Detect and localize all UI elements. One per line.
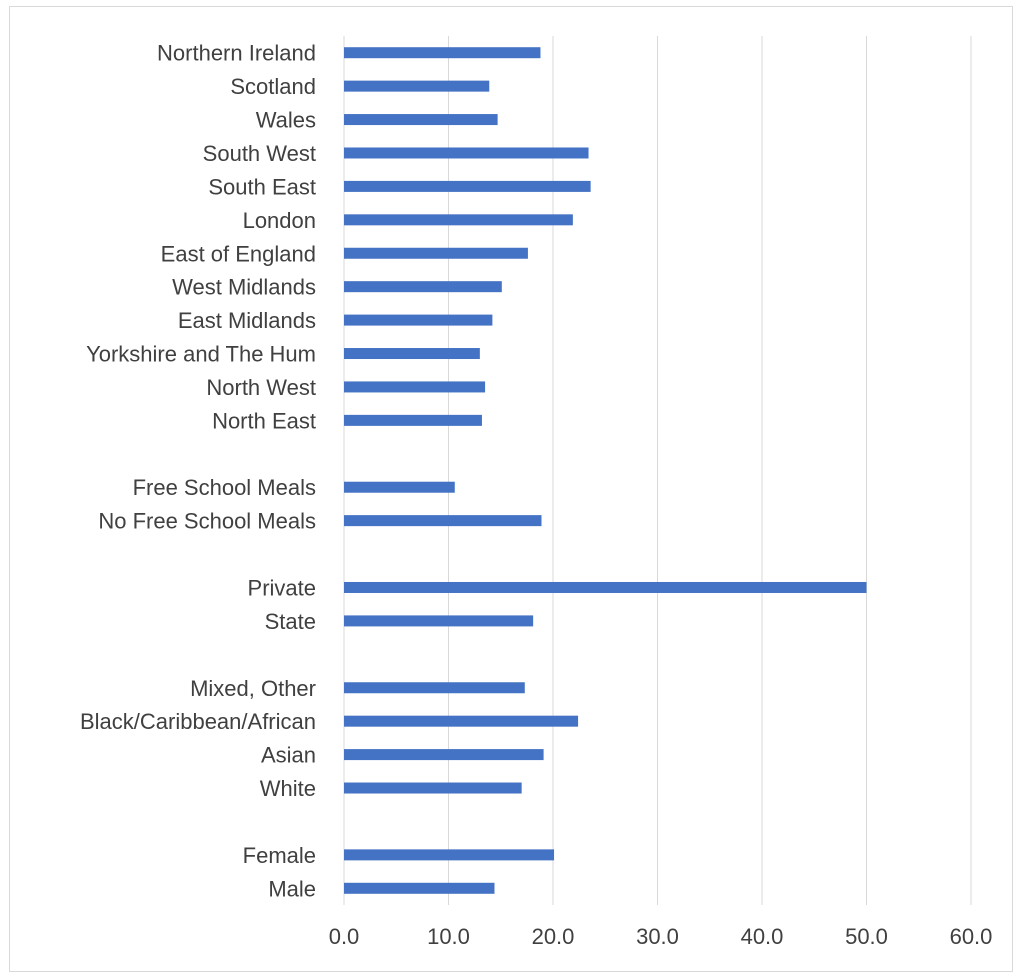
bar xyxy=(344,749,544,760)
category-label: Black/Caribbean/African xyxy=(80,709,316,734)
x-tick-label: 20.0 xyxy=(532,924,575,949)
category-label: Female xyxy=(243,843,316,868)
category-label: London xyxy=(243,208,316,233)
category-label: North East xyxy=(212,408,316,433)
bar xyxy=(344,348,480,359)
bar xyxy=(344,181,591,192)
category-label: Northern Ireland xyxy=(157,41,316,66)
category-label: North West xyxy=(206,375,316,400)
x-tick-label: 0.0 xyxy=(329,924,360,949)
category-label: Mixed, Other xyxy=(190,676,316,701)
category-label: Asian xyxy=(261,743,316,768)
x-tick-label: 10.0 xyxy=(427,924,470,949)
category-labels: Northern Ireland Scotland Wales South West S… xyxy=(80,41,316,902)
x-tick-label: 60.0 xyxy=(950,924,993,949)
category-label: Private xyxy=(248,575,316,600)
x-axis-tick-labels: 0.0 10.0 20.0 30.0 40.0 50.0 60.0 xyxy=(329,924,993,949)
bar xyxy=(344,515,542,526)
category-label: Yorkshire and The Hum xyxy=(86,342,316,367)
bar xyxy=(344,582,867,593)
category-label: Free School Meals xyxy=(133,475,316,500)
category-label: No Free School Meals xyxy=(98,509,316,534)
bar xyxy=(344,281,502,292)
bar xyxy=(344,716,578,727)
bar xyxy=(344,81,489,92)
bars xyxy=(344,47,867,894)
bar xyxy=(344,147,589,158)
x-tick-label: 50.0 xyxy=(845,924,888,949)
category-label: West Midlands xyxy=(172,275,316,300)
category-label: East Midlands xyxy=(178,308,316,333)
bar xyxy=(344,315,492,326)
category-label: Scotland xyxy=(230,74,316,99)
category-label: Wales xyxy=(256,108,316,133)
x-tick-label: 30.0 xyxy=(636,924,679,949)
category-label: Male xyxy=(268,876,316,901)
bar xyxy=(344,849,554,860)
category-label: East of England xyxy=(161,241,316,266)
gridlines xyxy=(344,36,971,905)
category-label: White xyxy=(260,776,316,801)
category-label: South East xyxy=(208,174,316,199)
bar xyxy=(344,415,482,426)
bar xyxy=(344,248,528,259)
bar xyxy=(344,47,540,58)
bar xyxy=(344,783,522,794)
bar xyxy=(344,482,455,493)
bar xyxy=(344,114,498,125)
x-tick-label: 40.0 xyxy=(741,924,784,949)
bar xyxy=(344,615,533,626)
bar xyxy=(344,682,525,693)
bar xyxy=(344,214,573,225)
bar xyxy=(344,883,494,894)
bar xyxy=(344,381,485,392)
category-label: State xyxy=(265,609,316,634)
category-label: South West xyxy=(203,141,316,166)
